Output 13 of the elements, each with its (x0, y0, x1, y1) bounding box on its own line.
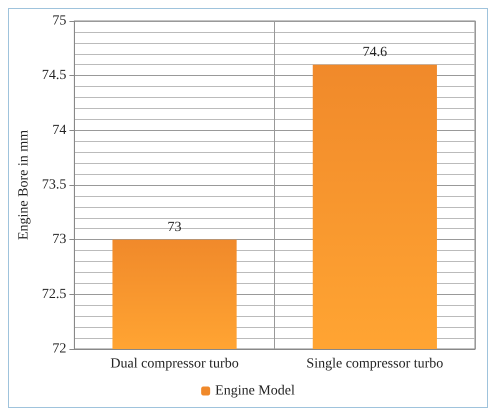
y-axis-title: Engine Bore in mm (16, 130, 32, 240)
y-tick-label: 73 (52, 232, 66, 248)
x-tick-label: Single compressor turbo (306, 356, 444, 372)
y-tick-label: 74 (52, 122, 66, 138)
y-tick-label: 72.5 (42, 286, 66, 302)
y-tick-label: 72 (52, 342, 66, 356)
y-tick-label: 73.5 (42, 178, 66, 192)
x-tick-label: Dual compressor turbo (110, 356, 239, 372)
y-tick-label: 74.5 (42, 68, 66, 84)
legend-label: Engine Model (215, 384, 295, 398)
y-tick-label: 75 (52, 14, 66, 28)
data-label: 73 (168, 220, 182, 236)
data-label: 74.6 (362, 45, 388, 60)
